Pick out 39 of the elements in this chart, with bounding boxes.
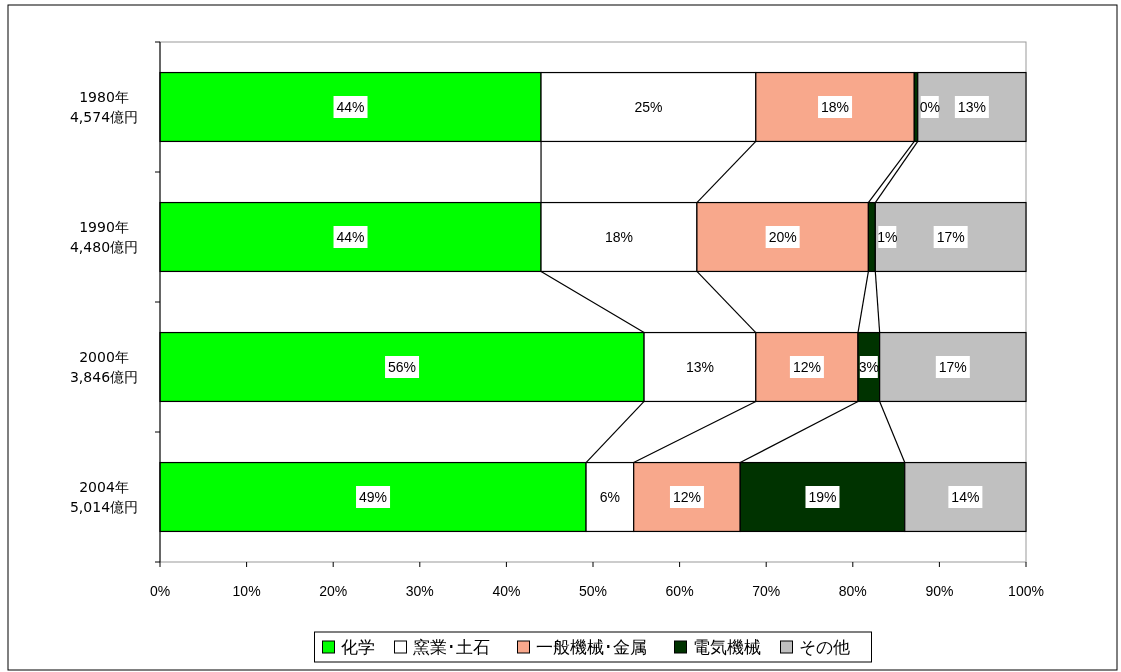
legend-label: 一般機械･金属 xyxy=(535,637,647,657)
x-tick-label: 0% xyxy=(149,583,171,599)
x-tick-label: 80% xyxy=(838,583,867,599)
x-tick-label: 70% xyxy=(752,583,781,599)
x-tick-label: 10% xyxy=(232,583,261,599)
data-label: 25% xyxy=(634,99,663,115)
data-label: 44% xyxy=(336,229,365,245)
y-tick-label: 2000年 3,846億円 xyxy=(69,348,139,385)
data-label: 14% xyxy=(951,489,980,505)
legend-label: 窯業･土石 xyxy=(412,637,490,657)
x-tick-label: 20% xyxy=(319,583,348,599)
data-label: 12% xyxy=(792,359,821,375)
x-tick-label: 40% xyxy=(492,583,521,599)
y-tick-label: 2004年 5,014億円 xyxy=(69,478,139,515)
data-label: 49% xyxy=(359,489,388,505)
data-label: 0% xyxy=(919,99,940,115)
data-label: 1% xyxy=(877,229,898,245)
legend-label: 電気機械 xyxy=(692,637,761,657)
x-tick-label: 60% xyxy=(665,583,694,599)
data-label: 13% xyxy=(685,359,714,375)
data-label: 6% xyxy=(599,489,620,505)
data-label: 20% xyxy=(768,229,797,245)
legend-label: その他 xyxy=(798,637,850,657)
x-tick-label: 90% xyxy=(925,583,954,599)
data-label: 19% xyxy=(808,489,837,505)
legend-label: 化学 xyxy=(340,637,375,657)
data-label: 56% xyxy=(388,359,417,375)
data-label: 17% xyxy=(938,359,967,375)
x-tick-label: 30% xyxy=(405,583,434,599)
data-label: 12% xyxy=(672,489,701,505)
y-tick-label: 1990年 4,480億円 xyxy=(69,218,139,255)
data-label: 18% xyxy=(604,229,633,245)
data-label: 13% xyxy=(957,99,986,115)
x-tick-label: 100% xyxy=(1008,583,1044,599)
data-label: 44% xyxy=(336,99,365,115)
data-label: 17% xyxy=(936,229,965,245)
x-tick-label: 50% xyxy=(578,583,608,599)
y-tick-label: 1980年 4,574億円 xyxy=(69,88,139,125)
data-label: 18% xyxy=(821,99,850,115)
